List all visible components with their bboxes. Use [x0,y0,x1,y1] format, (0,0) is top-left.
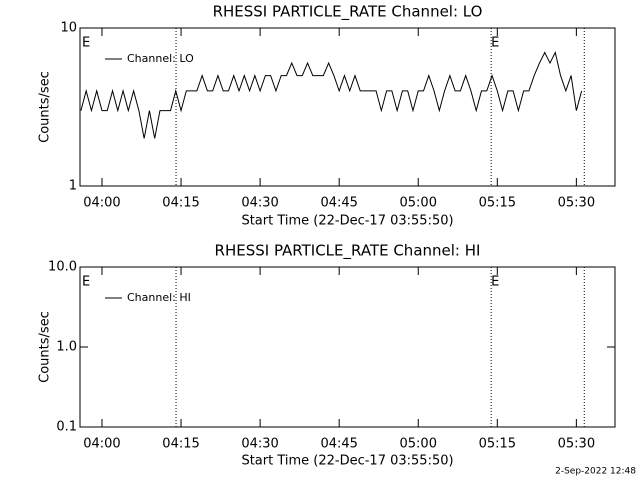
x-tick-label: 04:00 [83,196,120,211]
x-tick-label: 04:00 [83,437,120,452]
y-axis-label: Counts/sec [38,71,53,143]
x-tick-label: 05:00 [400,437,437,452]
data-line [80,50,583,139]
y-axis-label: Counts/sec [38,311,53,383]
chart-title: RHESSI PARTICLE_RATE Channel: HI [215,242,481,261]
x-tick-label: 04:30 [241,196,278,211]
x-axis-label: Start Time (22-Dec-17 03:55:50) [241,214,453,229]
y-tick-label: 10.0 [48,260,77,275]
chart-title: RHESSI PARTICLE_RATE Channel: LO [213,3,483,22]
y-tick-label: 0.1 [56,420,77,435]
x-tick-label: 05:15 [479,437,516,452]
annotation: E [82,36,90,51]
x-tick-label: 05:30 [558,196,595,211]
x-tick-label: 04:15 [162,437,199,452]
x-tick-label: 04:30 [241,437,278,452]
y-tick-label: 1.0 [56,340,77,355]
plot-frame [79,27,616,187]
x-tick-label: 05:15 [479,196,516,211]
footer: 2-Sep-2022 12:48 [555,467,636,477]
x-tick-label: 04:45 [320,437,357,452]
x-tick-label: 05:30 [558,437,595,452]
x-axis-label: Start Time (22-Dec-17 03:55:50) [241,454,453,469]
x-tick-label: 05:00 [400,196,437,211]
legend-label: Channel: LO [127,52,194,65]
annotation: E [82,275,90,290]
y-tick-label: 1 [69,179,77,194]
annotation: E [491,275,499,290]
annotation: E [491,36,499,51]
legend-label: Channel: HI [127,291,191,304]
x-tick-label: 04:45 [320,196,357,211]
y-tick-label: 10 [60,21,77,36]
x-tick-label: 04:15 [162,196,199,211]
